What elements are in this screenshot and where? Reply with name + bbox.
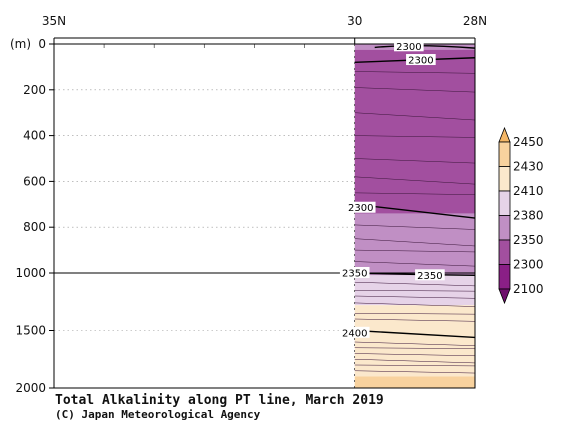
contour-band — [354, 213, 475, 276]
contour-line — [354, 313, 476, 315]
contour-line-bold — [354, 329, 476, 339]
y-unit-label: (m) — [10, 37, 31, 51]
contour-labels: 2300 2300 2300 2350 2350 2400 — [339, 40, 445, 339]
contour-line-layer — [354, 44, 476, 374]
colorbar-segment — [498, 264, 511, 290]
contour-line — [354, 112, 476, 121]
y-axis: 0 200 400 600 800 1000 1500 2000 — [15, 37, 54, 395]
contour-label-bg — [406, 54, 436, 66]
contour-line — [354, 347, 476, 349]
colorbar-label: 2450 — [513, 135, 544, 149]
x-tick-label: 30 — [347, 14, 362, 28]
contour-band — [354, 49, 475, 214]
colorbar-segment — [498, 215, 511, 241]
colorbar-label: 2380 — [513, 209, 544, 223]
contour-label-bg — [339, 267, 370, 278]
x-axis: 35N 30 28N — [42, 14, 487, 44]
contour-label: 2300 — [408, 56, 433, 67]
contour-line — [354, 370, 476, 374]
contour-line — [354, 158, 476, 164]
contour-line — [354, 192, 476, 195]
colorbar-label: 2300 — [513, 258, 544, 272]
contour-line — [354, 295, 476, 299]
y-tick-label: 400 — [23, 129, 46, 143]
colorbar-label: 2350 — [513, 233, 544, 247]
contour-band — [354, 376, 475, 388]
contour-label: 2400 — [342, 328, 367, 339]
colorbar-label: 2430 — [513, 160, 544, 174]
contour-line — [354, 249, 476, 253]
contour-line — [354, 238, 476, 247]
colorbar-segment — [498, 239, 511, 265]
contour-line — [354, 71, 476, 74]
contour-label-bg — [415, 269, 445, 281]
contour-label-bg — [339, 326, 370, 338]
colorbar-segment — [498, 190, 511, 216]
y-tick-label: 1500 — [15, 324, 46, 338]
y-tick-label: 600 — [23, 174, 46, 188]
y-tick-label: 1000 — [15, 266, 46, 280]
contour-line — [354, 176, 476, 185]
y-tick-label: 2000 — [15, 381, 46, 395]
colorbar-segment — [498, 166, 511, 192]
contour-line — [354, 364, 476, 367]
colorbar-label: 2410 — [513, 184, 544, 198]
colorbar-bottom-arrow — [498, 288, 511, 305]
y-tick-label: 200 — [23, 83, 46, 97]
contour-line — [354, 135, 476, 138]
colorbar-label: 2100 — [513, 282, 544, 296]
credit-text: (C) Japan Meteorological Agency — [55, 408, 261, 421]
contour-label: 2300 — [396, 42, 421, 53]
contour-label: 2350 — [417, 271, 442, 282]
contour-line — [354, 341, 476, 346]
y-tick-label: 0 — [38, 37, 46, 51]
contour-line — [354, 281, 476, 287]
contour-line — [354, 318, 476, 322]
contour-line — [354, 353, 476, 357]
x-tick-label: 35N — [42, 14, 66, 28]
colorbar-segment — [498, 141, 511, 167]
contour-line — [354, 224, 476, 230]
colorbar-top-arrow — [498, 126, 511, 143]
contour-band — [354, 305, 475, 377]
contour-label-bg — [345, 201, 376, 213]
contour-fill-layer — [54, 44, 475, 388]
contour-line — [354, 261, 476, 267]
contour-line — [354, 290, 476, 292]
y-tick-label: 800 — [23, 220, 46, 234]
plot-frame — [53, 43, 476, 389]
contour-line — [354, 87, 476, 93]
plot-border — [53, 43, 476, 389]
colorbar-legend: 2450 2430 2410 2380 2350 2300 2100 — [498, 126, 544, 305]
contour-label-bg — [394, 40, 424, 52]
x-tick-label: 28N — [463, 14, 487, 28]
contour-label: 2350 — [342, 269, 367, 280]
contour-label: 2300 — [348, 203, 373, 214]
contour-line — [354, 359, 476, 364]
contour-line — [354, 302, 476, 307]
chart-title: Total Alkalinity along PT line, March 20… — [55, 393, 384, 408]
